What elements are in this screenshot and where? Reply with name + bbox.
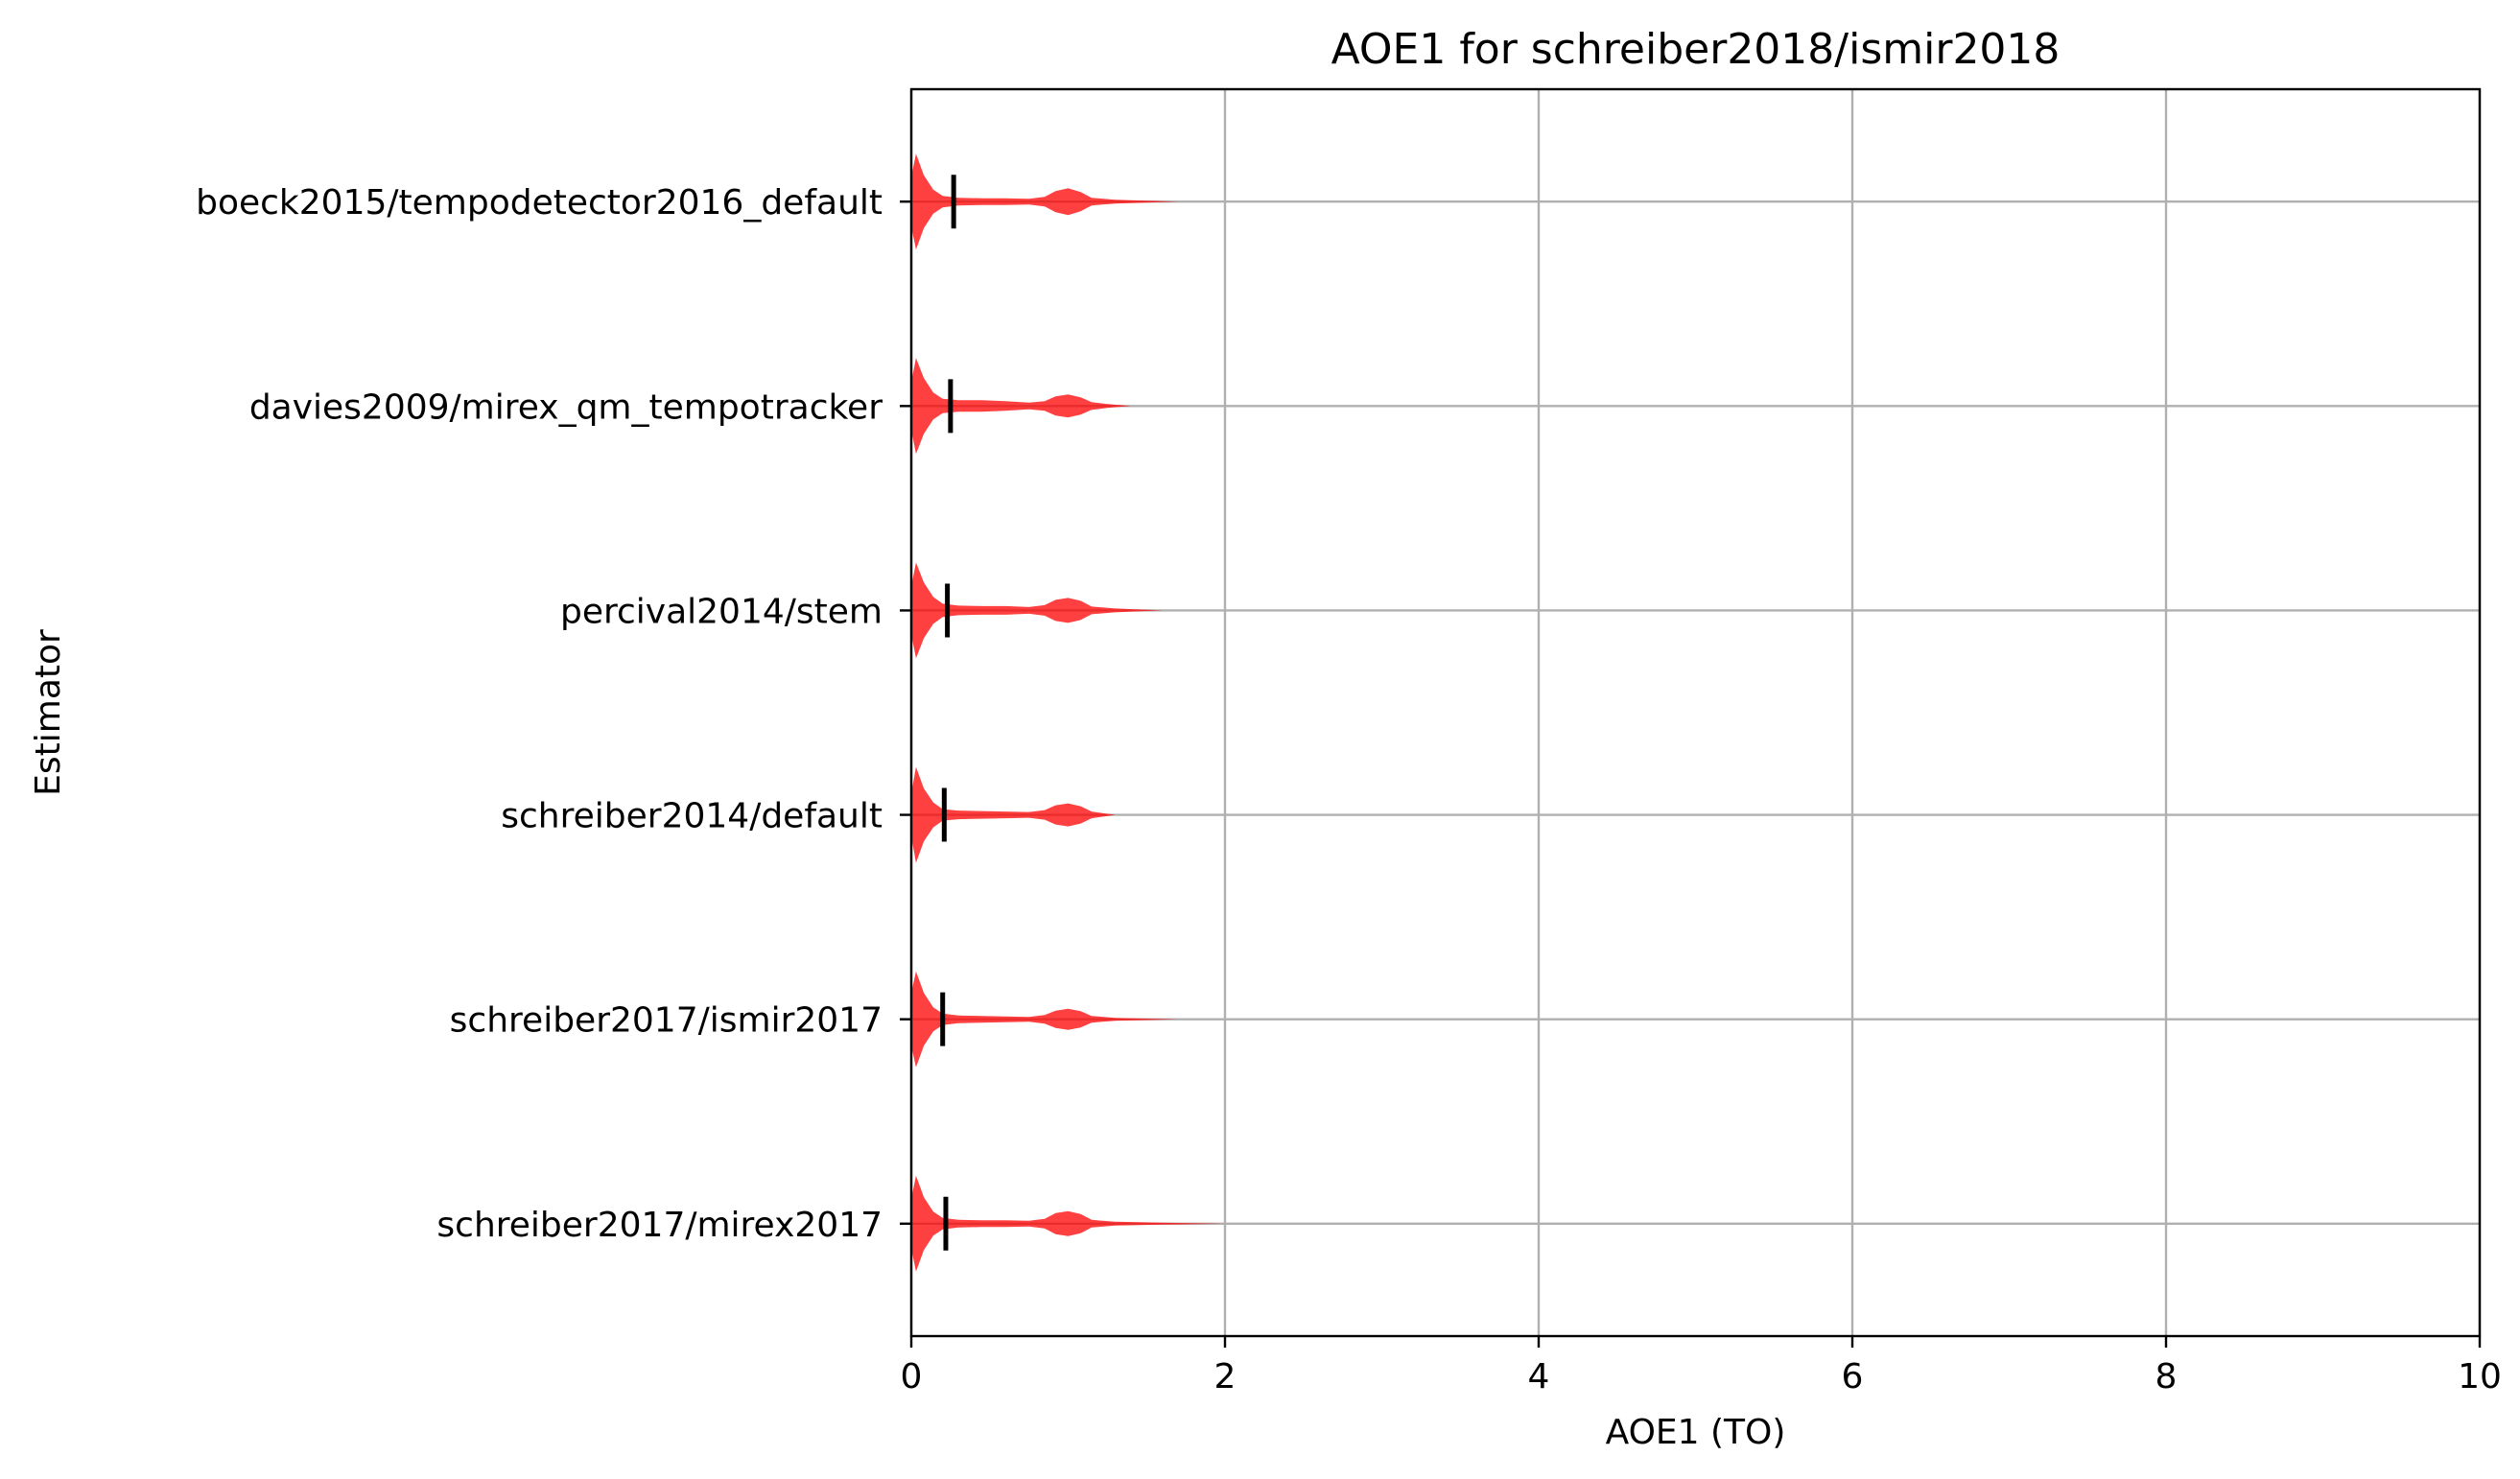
violin-shape [911, 971, 1178, 1068]
violin-shape [911, 1175, 1225, 1272]
y-tick-label: boeck2015/tempodetector2016_default [196, 183, 883, 223]
mean-layer [940, 175, 956, 1251]
y-tick-label: schreiber2017/ismir2017 [450, 1001, 883, 1041]
x-tick-label: 2 [1214, 1357, 1236, 1397]
y-tick-label: davies2009/mirex_qm_tempotracker [249, 387, 883, 427]
chart-title: AOE1 for schreiber2018/ismir2018 [1331, 25, 2061, 74]
y-tick-label: percival2014/stem [560, 592, 883, 631]
x-tick-label: 6 [1842, 1357, 1864, 1397]
x-axis-label: AOE1 (TO) [1606, 1413, 1786, 1452]
x-tick-label: 10 [2458, 1357, 2502, 1397]
x-axis-ticks: 0 2 4 6 8 10 [901, 1336, 2502, 1397]
violin-shape [911, 358, 1131, 455]
y-tick-label: schreiber2017/mirex2017 [436, 1206, 883, 1245]
violin-shape [911, 562, 1163, 659]
plot-frame [909, 87, 2482, 1338]
violin-layer [911, 153, 1225, 1272]
y-tick-label: schreiber2014/default [501, 797, 883, 836]
violin-shape [911, 153, 1178, 250]
grid-layer [909, 89, 2482, 1336]
x-tick-label: 8 [2155, 1357, 2178, 1397]
y-axis-label: Estimator [29, 629, 68, 796]
x-tick-label: 4 [1528, 1357, 1550, 1397]
y-axis-ticks: boeck2015/tempodetector2016_defaultdavie… [196, 183, 911, 1245]
x-tick-label: 0 [901, 1357, 923, 1397]
violin-shape [911, 766, 1116, 863]
